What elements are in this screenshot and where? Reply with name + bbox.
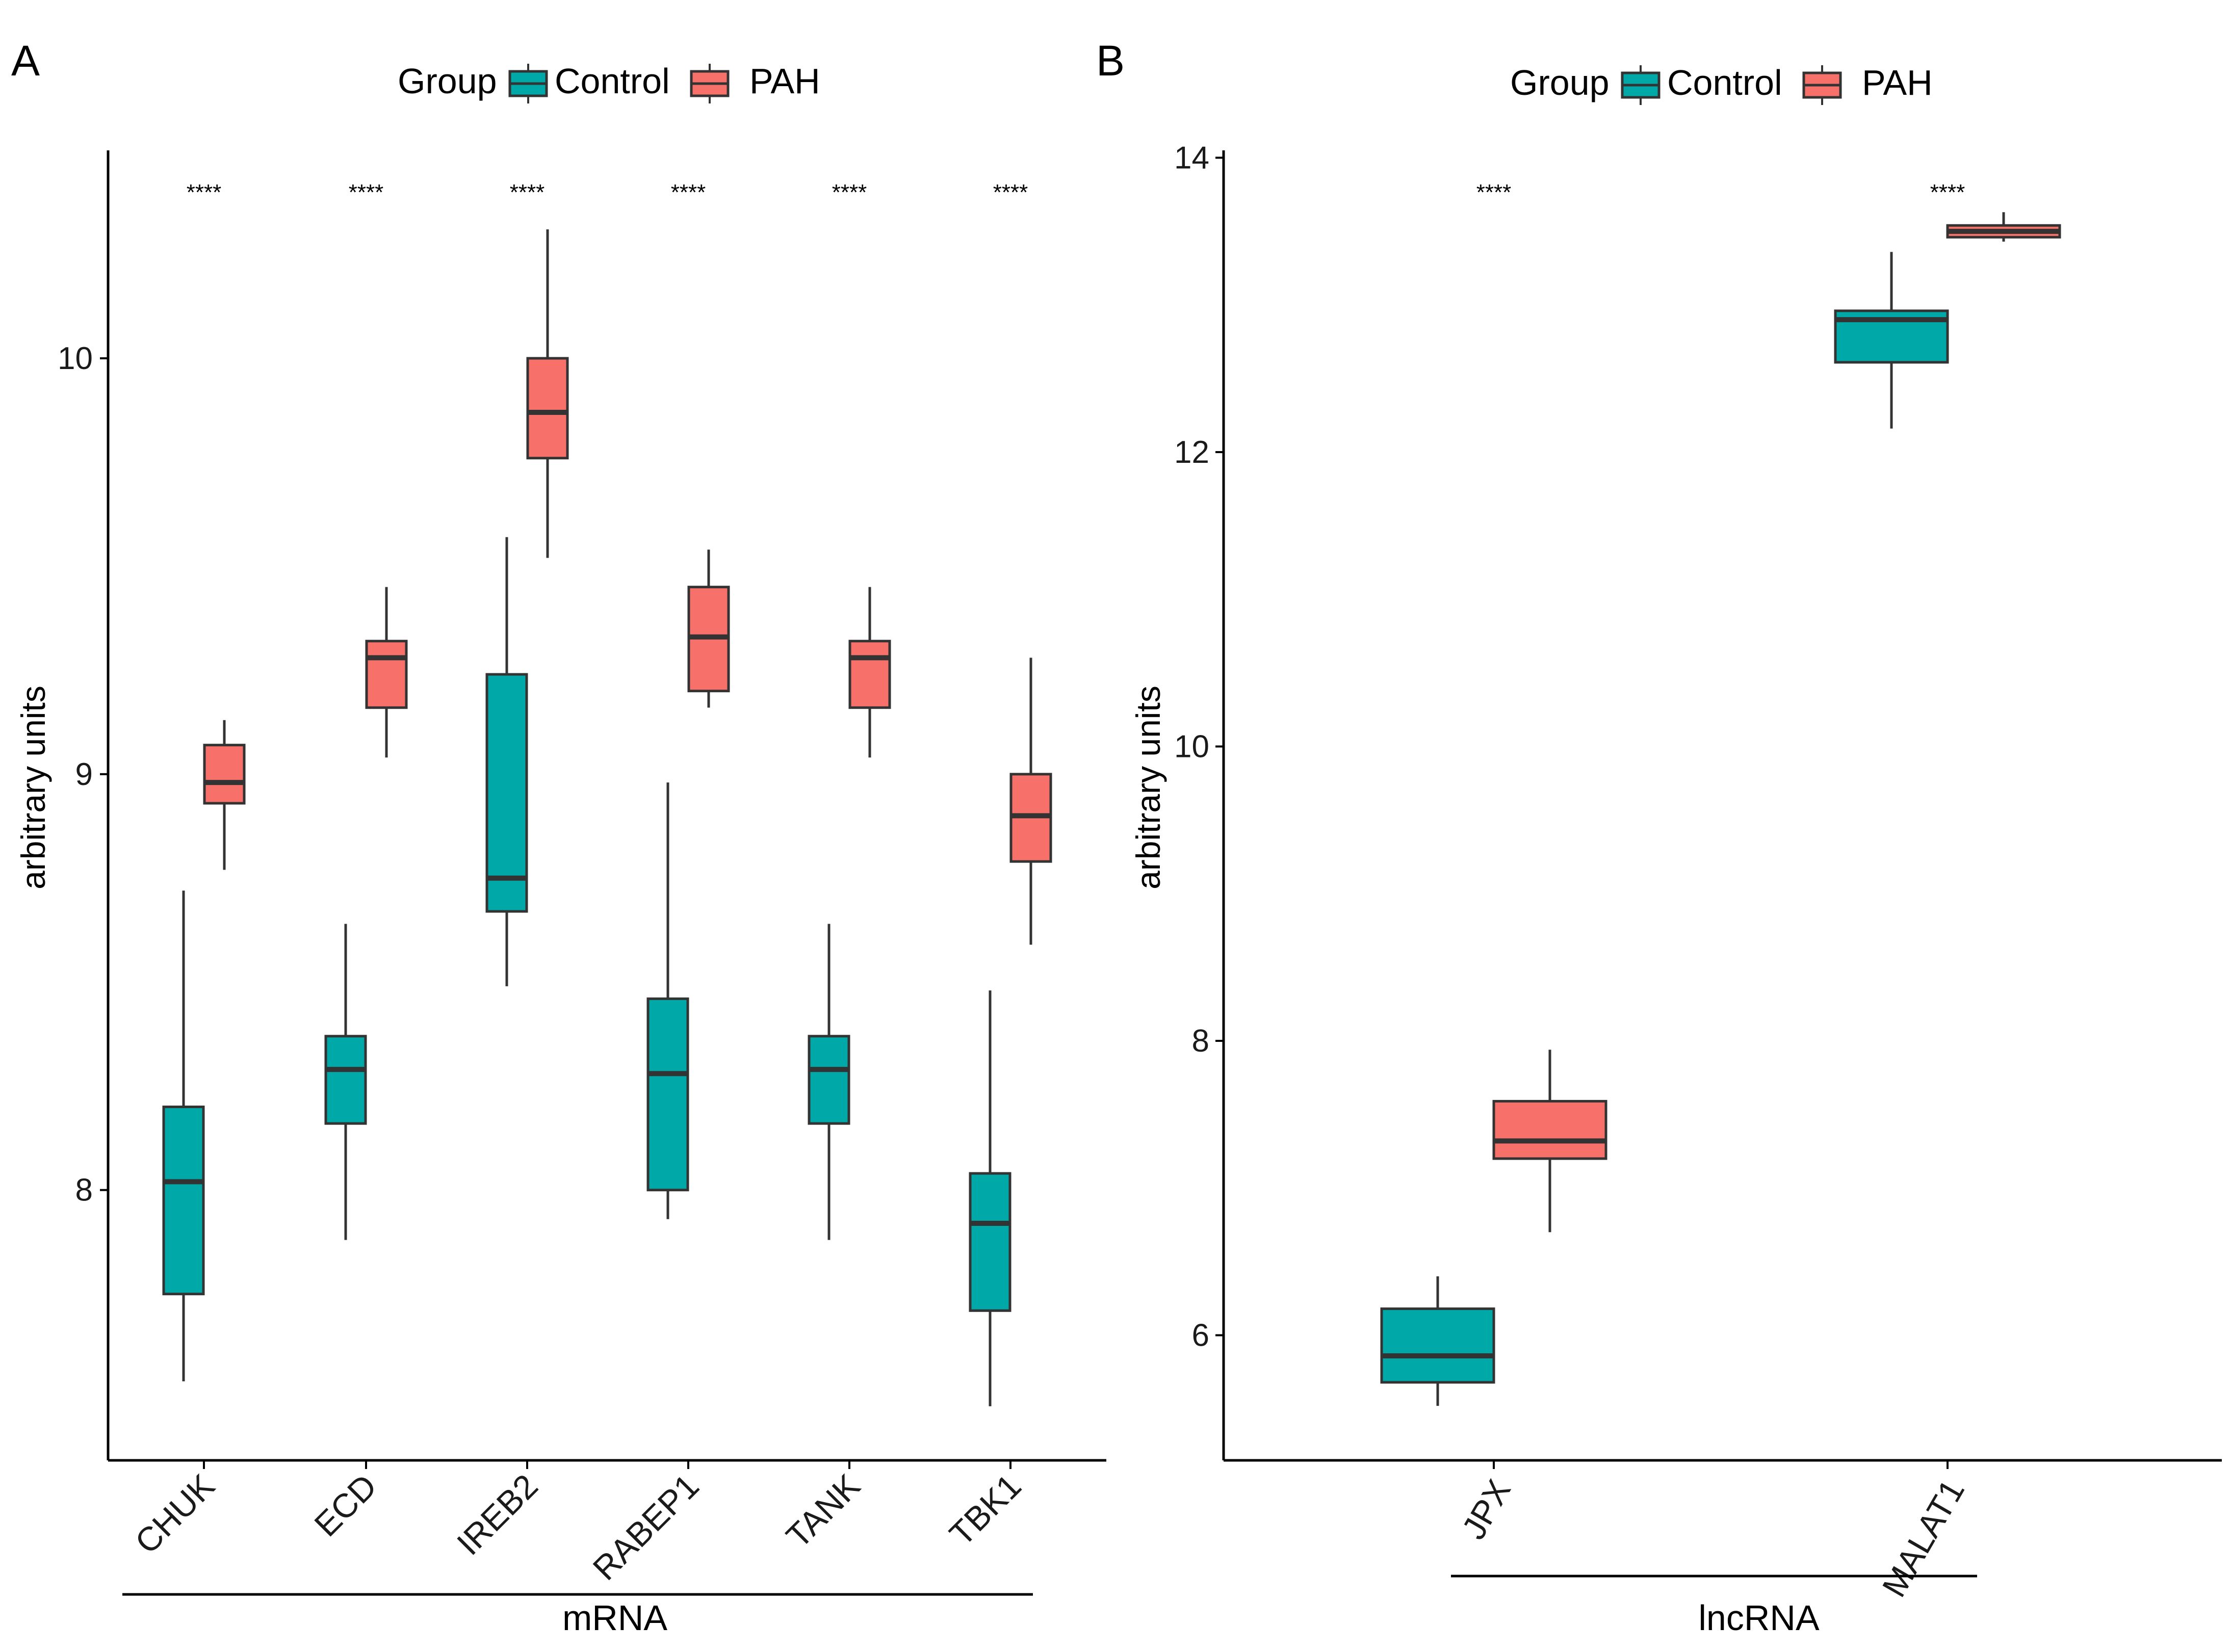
box-iqr-rabep1-control [646,997,689,1192]
x-category-label-jpx: JPX [1455,1473,1518,1545]
y-tick-label-a-10: 10 [58,341,93,376]
x-category-label-rabep1: RABEP1 [585,1467,706,1588]
box-iqr-tank-pah [848,640,891,709]
boxes-b: **** **** [1380,180,2061,1406]
group-label-lncrna: lncRNA [1698,1598,1820,1638]
box-tank-control [808,924,850,1240]
significance-chuk: **** [187,180,222,205]
box-jpx-control [1380,1276,1495,1406]
y-axis-title-b: arbitrary units [1129,686,1167,889]
x-categories-a: CHUK ECD IREB2 RABEP1 TANK TBK1 [127,1460,1028,1587]
panel-label-b: B [1096,37,1125,85]
y-axis-title-a: arbitrary units [14,686,52,889]
legend-a: Group Control PAH [398,61,820,103]
x-category-label-ireb2: IREB2 [450,1467,545,1562]
box-iqr-chuk-pah [203,744,246,805]
x-category-label-ecd: ECD [307,1467,384,1544]
box-iqr-ecd-control [324,1035,367,1125]
box-iqr-ireb2-control [485,673,528,913]
box-chuk-control [162,890,205,1381]
box-tank-pah [848,587,891,758]
legend-label-pah-a: PAH [749,61,820,101]
box-iqr-ecd-pah [365,640,408,709]
box-iqr-jpx-pah [1492,1099,1607,1160]
legend-label-pah-b: PAH [1862,63,1933,102]
y-tick-label-b-12: 12 [1174,435,1209,470]
y-tick-label-b-10: 10 [1174,729,1209,764]
legend-b: Group Control PAH [1510,63,1933,105]
box-iqr-chuk-control [162,1106,205,1296]
legend-title-a: Group [398,61,497,101]
box-malat1-pah [1946,212,2061,242]
box-iqr-jpx-control [1380,1307,1495,1384]
y-tick-label-a-9: 9 [75,757,93,792]
y-tick-label-b-8: 8 [1192,1024,1209,1059]
boxes-a: **** **** **** **** **** **** [162,180,1052,1406]
x-category-label-tank: TANK [779,1467,867,1555]
significance-malat1: **** [1930,180,1965,205]
box-ecd-pah [365,587,408,758]
box-rabep1-pah [687,549,730,708]
box-jpx-pah [1492,1050,1607,1233]
x-category-label-chuk: CHUK [127,1467,222,1561]
legend-label-control-a: Control [555,61,670,101]
legend-title-b: Group [1510,63,1610,102]
y-tick-label-b-14: 14 [1174,140,1209,175]
y-tick-label-b-6: 6 [1192,1318,1209,1353]
significance-rabep1: **** [671,180,706,205]
y-ticks-a: 8 9 10 [58,341,108,1208]
box-tbk1-pah [1009,658,1052,945]
box-malat1-control [1834,252,1949,429]
significance-ireb2: **** [510,180,545,205]
box-ireb2-control [485,537,528,986]
legend-label-control-b: Control [1667,63,1782,102]
significance-ecd: **** [349,180,384,205]
significance-jpx: **** [1476,180,1512,205]
y-ticks-b: 6 8 10 12 14 [1174,140,1224,1353]
box-chuk-pah [203,720,246,870]
box-rabep1-control [646,782,689,1219]
x-categories-b: JPX MALAT1 [1455,1460,1971,1603]
box-ireb2-pah [526,229,569,558]
panel-b: B Group Control PAH arbitrary units 6 8 … [1096,37,2222,1638]
panel-label-a: A [11,37,40,85]
panel-a: A Group Control PAH arbitrary units 8 9 … [11,37,1106,1638]
box-ecd-control [324,924,367,1240]
box-iqr-tbk1-control [969,1172,1011,1312]
significance-tank: **** [832,180,867,205]
group-label-mrna: mRNA [562,1598,667,1638]
x-category-label-tbk1: TBK1 [942,1467,1028,1553]
x-category-label-malat1: MALAT1 [1875,1473,1971,1603]
box-iqr-ireb2-pah [526,357,569,460]
box-tbk1-control [969,990,1011,1406]
significance-tbk1: **** [993,180,1028,205]
y-tick-label-a-8: 8 [75,1173,93,1208]
box-iqr-tank-control [808,1035,850,1125]
